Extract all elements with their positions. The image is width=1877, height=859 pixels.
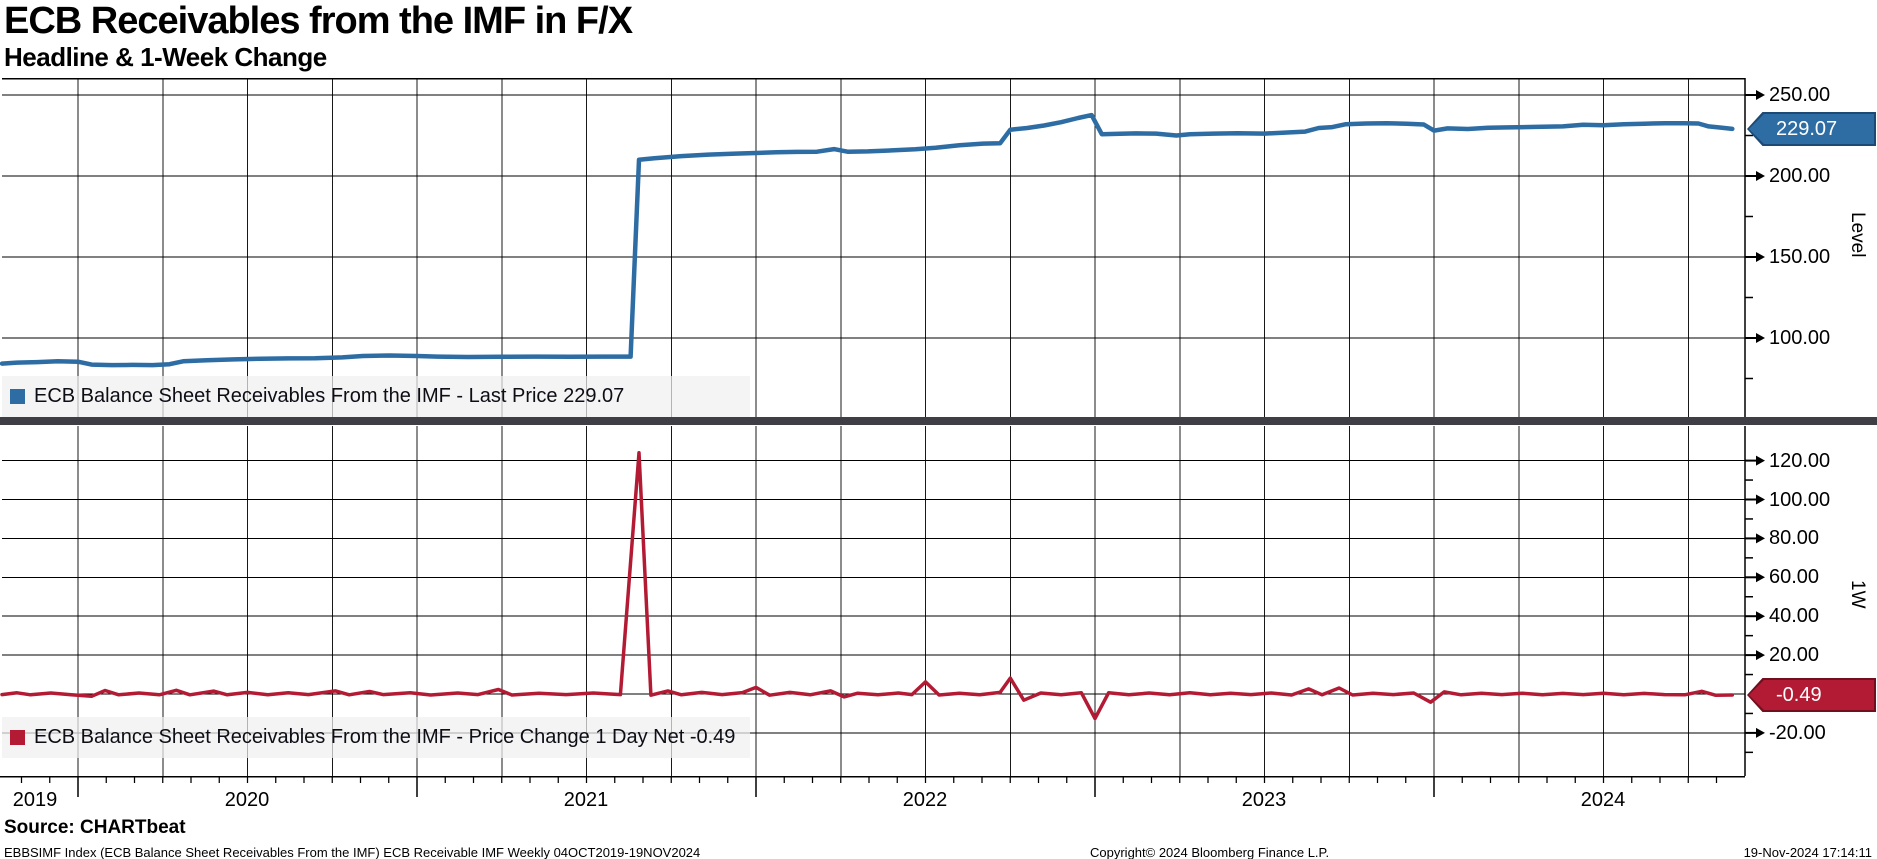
- x-axis-year-label: 2021: [563, 789, 609, 811]
- y-tick-arrow-icon: [1756, 90, 1765, 100]
- y-axis-tick-label: 80.00: [1769, 527, 1820, 550]
- y-axis-tick-label: 100.00: [1769, 327, 1831, 349]
- y-axis-tick-label: -20.00: [1769, 721, 1826, 744]
- blue-square-legend-icon: [10, 389, 25, 404]
- x-axis-year-label: 2024: [1580, 789, 1626, 811]
- page-title: ECB Receivables from the IMF in F/X: [4, 0, 633, 42]
- last-price-tag-value: 229.07: [1749, 114, 1874, 144]
- last-price-tag: 229.07: [1747, 112, 1876, 146]
- y-axis-tick-label: 20.00: [1769, 644, 1820, 667]
- level-legend: ECB Balance Sheet Receivables From the I…: [2, 376, 750, 417]
- y-tick-arrow-icon: [1756, 727, 1765, 738]
- level-panel-chart: [0, 78, 1765, 417]
- y-axis-tick-label: 60.00: [1769, 566, 1820, 589]
- x-axis-year-label: 2020: [224, 789, 270, 811]
- last-change-tag: -0.49: [1747, 678, 1876, 712]
- y-axis-tick-label: 120.00: [1769, 449, 1831, 472]
- source-line: Source: CHARTbeat: [4, 817, 186, 838]
- level-legend-label: ECB Balance Sheet Receivables From the I…: [34, 385, 625, 407]
- change-legend: ECB Balance Sheet Receivables From the I…: [2, 717, 750, 758]
- last-change-tag-value: -0.49: [1749, 680, 1874, 710]
- 1w_change-line: [0, 451, 1735, 721]
- level-axis-title: Level: [1847, 212, 1868, 258]
- y-axis-tick-label: 150.00: [1769, 246, 1831, 268]
- footer-copyright: Copyright© 2024 Bloomberg Finance L.P.: [1090, 845, 1330, 859]
- page-subtitle: Headline & 1-Week Change: [4, 42, 327, 72]
- footer-description: EBBSIMF Index (ECB Balance Sheet Receiva…: [4, 845, 701, 859]
- y-axis-tick-label: 40.00: [1769, 605, 1820, 628]
- change-legend-label: ECB Balance Sheet Receivables From the I…: [34, 726, 736, 748]
- panel-divider: [0, 417, 1877, 425]
- y-axis-tick-label: 200.00: [1769, 165, 1831, 187]
- x-axis: [0, 776, 1745, 797]
- level-line: [0, 112, 1735, 368]
- footer-timestamp: 19-Nov-2024 17:14:11: [1743, 845, 1872, 859]
- y-tick-arrow-icon: [1756, 572, 1765, 583]
- change-axis-title: 1W: [1847, 580, 1868, 609]
- y-tick-arrow-icon: [1756, 252, 1765, 262]
- red-square-legend-icon: [10, 730, 25, 745]
- x-axis-year-label: 2022: [902, 789, 948, 811]
- y-tick-arrow-icon: [1756, 611, 1765, 622]
- x-axis-year-label: 2023: [1241, 789, 1287, 811]
- x-axis-year-label: 2019: [12, 789, 58, 811]
- y-tick-arrow-icon: [1756, 533, 1765, 544]
- y-axis-tick-label: 250.00: [1769, 84, 1831, 106]
- y-tick-arrow-icon: [1756, 171, 1765, 181]
- y-tick-arrow-icon: [1756, 494, 1765, 505]
- y-tick-arrow-icon: [1756, 650, 1765, 661]
- y-tick-arrow-icon: [1756, 333, 1765, 343]
- y-axis-tick-label: 100.00: [1769, 488, 1831, 511]
- y-tick-arrow-icon: [1756, 455, 1765, 466]
